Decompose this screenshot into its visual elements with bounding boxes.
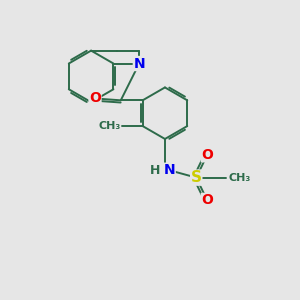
Text: CH₃: CH₃ (98, 121, 121, 131)
Text: N: N (164, 163, 175, 177)
Text: S: S (191, 170, 202, 185)
Text: O: O (201, 148, 213, 162)
Text: N: N (134, 56, 145, 70)
Text: H: H (149, 164, 160, 177)
Text: O: O (201, 194, 213, 207)
Text: CH₃: CH₃ (228, 172, 250, 183)
Text: O: O (89, 92, 101, 106)
